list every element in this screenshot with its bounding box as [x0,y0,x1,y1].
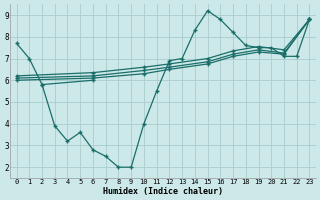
X-axis label: Humidex (Indice chaleur): Humidex (Indice chaleur) [103,187,223,196]
